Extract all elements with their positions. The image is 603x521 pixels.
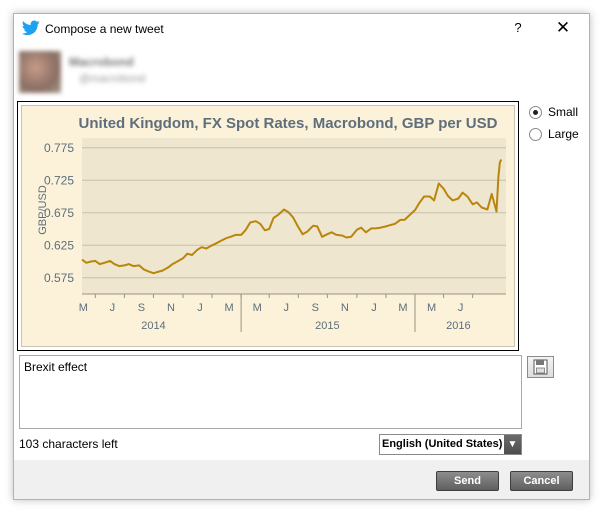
x-month-label: M (79, 302, 88, 314)
x-month-label: M (225, 302, 234, 314)
x-month-label: M (398, 302, 407, 314)
x-month-label: N (341, 302, 349, 314)
user-info: Macrobond @macrobond (19, 47, 184, 97)
attached-chart-frame: United Kingdom, FX Spot Rates, Macrobond… (17, 101, 519, 351)
user-handle: @macrobond (79, 73, 146, 85)
language-selected: English (United States) (382, 438, 503, 450)
radio-label-small: Small (548, 105, 579, 119)
user-name: Macrobond (69, 55, 134, 69)
cancel-button[interactable]: Cancel (510, 471, 573, 491)
y-tick-label: 0.725 (44, 173, 74, 187)
close-button[interactable]: ✕ (555, 18, 571, 37)
x-year-label: 2016 (446, 320, 470, 332)
window-title: Compose a new tweet (45, 22, 164, 36)
y-tick-label: 0.625 (44, 238, 74, 252)
image-size-options: Small Large (529, 104, 589, 148)
x-month-label: J (284, 302, 290, 314)
size-option-large[interactable]: Large (529, 126, 589, 148)
x-month-label: J (110, 302, 116, 314)
radio-small[interactable] (529, 106, 542, 119)
x-month-label: J (371, 302, 377, 314)
radio-label-large: Large (548, 127, 579, 141)
x-month-label: J (458, 302, 464, 314)
y-tick-label: 0.775 (44, 141, 74, 155)
y-tick-label: 0.575 (44, 271, 74, 285)
radio-large[interactable] (529, 128, 542, 141)
tweet-text-input[interactable] (19, 355, 522, 429)
send-button[interactable]: Send (436, 471, 499, 491)
x-month-label: J (197, 302, 203, 314)
x-month-label: M (253, 302, 262, 314)
chart-title: United Kingdom, FX Spot Rates, Macrobond… (79, 115, 498, 132)
x-year-label: 2014 (141, 320, 165, 332)
plot-background (82, 138, 506, 294)
x-month-label: S (138, 302, 145, 314)
dialog-footer: Send Cancel (14, 460, 589, 499)
chart-svg: United Kingdom, FX Spot Rates, Macrobond… (37, 115, 506, 332)
help-button[interactable]: ? (514, 20, 522, 35)
characters-left: 103 characters left (19, 437, 118, 451)
avatar (19, 51, 61, 93)
language-select[interactable]: English (United States) ▼ (379, 434, 522, 455)
save-draft-button[interactable] (527, 356, 554, 378)
chevron-down-icon[interactable]: ▼ (504, 435, 521, 454)
size-option-small[interactable]: Small (529, 104, 589, 126)
series-line (81, 159, 503, 275)
chart: United Kingdom, FX Spot Rates, Macrobond… (21, 105, 515, 347)
title-bar: Compose a new tweet ? ✕ (14, 14, 589, 44)
y-tick-label: 0.675 (44, 206, 74, 220)
compose-dialog: Compose a new tweet ? ✕ Macrobond @macro… (13, 13, 590, 500)
y-axis-label: GBP/USD (37, 185, 49, 235)
x-month-label: S (312, 302, 319, 314)
x-month-label: M (427, 302, 436, 314)
floppy-disk-icon (533, 359, 548, 375)
twitter-bird-icon (22, 20, 40, 36)
x-month-label: N (167, 302, 175, 314)
x-year-label: 2015 (315, 320, 339, 332)
